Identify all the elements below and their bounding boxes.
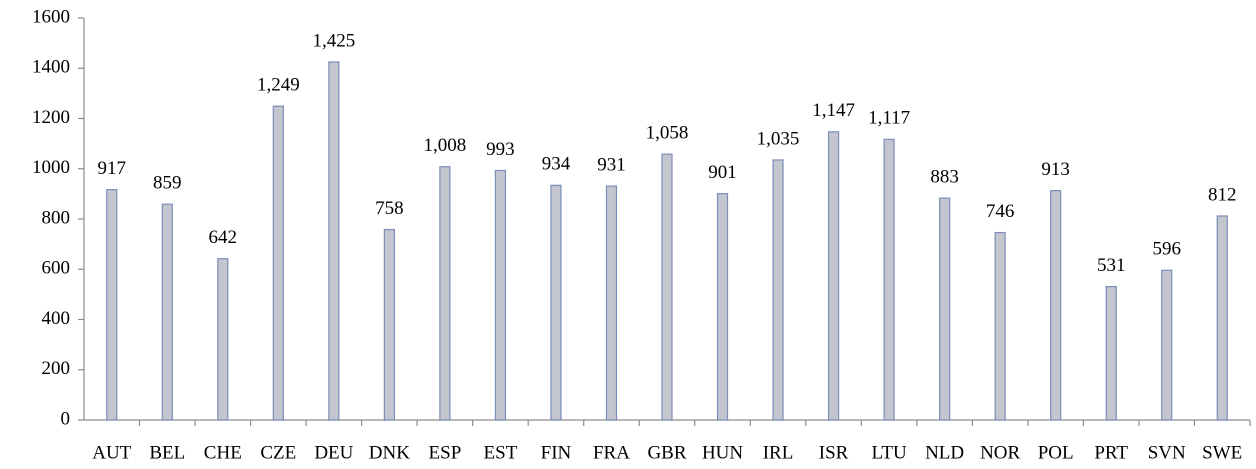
value-label: 1,117 [868, 108, 910, 129]
y-tick-label: 1600 [32, 6, 70, 27]
x-tick-label: NOR [980, 442, 1020, 463]
bar [161, 203, 173, 421]
value-label: 934 [542, 154, 571, 175]
bar [605, 185, 618, 421]
x-tick-label: GBR [647, 442, 686, 463]
bar [1050, 190, 1062, 421]
bar [661, 153, 673, 421]
x-tick-label: LTU [871, 442, 906, 463]
x-tick-label: POL [1038, 442, 1074, 463]
bar [827, 131, 840, 421]
x-tick-label: NLD [925, 442, 964, 463]
value-label: 1,147 [812, 100, 855, 121]
bar [939, 197, 951, 421]
value-label: 642 [209, 227, 238, 248]
y-tick-label: 800 [42, 207, 71, 228]
bar [716, 193, 729, 421]
value-label: 1,249 [257, 75, 300, 96]
bar [1216, 215, 1228, 421]
x-tick-label: ESP [429, 442, 462, 463]
x-tick-label: SVN [1148, 442, 1186, 463]
value-label: 531 [1097, 255, 1126, 276]
value-label: 812 [1208, 184, 1237, 205]
x-tick-label: AUT [92, 442, 131, 463]
bar [1105, 285, 1117, 421]
bar [494, 169, 507, 421]
bar [550, 184, 562, 421]
bar [772, 159, 784, 421]
x-tick-label: HUN [702, 442, 743, 463]
value-label: 1,035 [757, 128, 800, 149]
x-tick-label: PRT [1094, 442, 1128, 463]
y-tick-label: 400 [42, 308, 71, 329]
x-tick-label: DNK [369, 442, 410, 463]
value-label: 746 [986, 201, 1015, 222]
x-tick-label: SWE [1202, 442, 1242, 463]
value-label: 859 [153, 173, 182, 194]
y-tick-label: 1200 [32, 107, 70, 128]
value-label: 913 [1041, 159, 1070, 180]
x-tick-label: BEL [149, 442, 185, 463]
y-tick-label: 0 [61, 408, 71, 429]
bar [106, 189, 118, 421]
value-label: 883 [930, 167, 959, 188]
bar [328, 61, 340, 421]
bar [217, 258, 229, 421]
x-tick-label: FIN [541, 442, 572, 463]
bar [439, 166, 451, 421]
bar [383, 228, 395, 421]
value-label: 917 [98, 158, 127, 179]
value-label: 596 [1152, 239, 1181, 260]
x-tick-label: ISR [819, 442, 849, 463]
y-tick-label: 600 [42, 258, 71, 279]
y-tick-label: 1000 [32, 157, 70, 178]
x-tick-label: CHE [204, 442, 242, 463]
value-label: 1,058 [646, 123, 689, 144]
value-label: 993 [486, 139, 515, 160]
bar [883, 138, 895, 421]
bar [994, 231, 1006, 421]
x-tick-label: IRL [763, 442, 794, 463]
y-tick-label: 200 [42, 358, 71, 379]
value-label: 1,425 [312, 30, 355, 51]
value-label: 1,008 [424, 135, 467, 156]
value-label: 758 [375, 198, 404, 219]
value-label: 931 [597, 154, 626, 175]
y-tick-label: 1400 [32, 57, 70, 78]
value-label: 901 [708, 162, 737, 183]
bar [1161, 269, 1173, 421]
x-tick-label: DEU [314, 442, 353, 463]
x-tick-label: CZE [260, 442, 296, 463]
x-tick-label: EST [484, 442, 518, 463]
bar [272, 105, 284, 421]
x-tick-label: FRA [593, 442, 630, 463]
